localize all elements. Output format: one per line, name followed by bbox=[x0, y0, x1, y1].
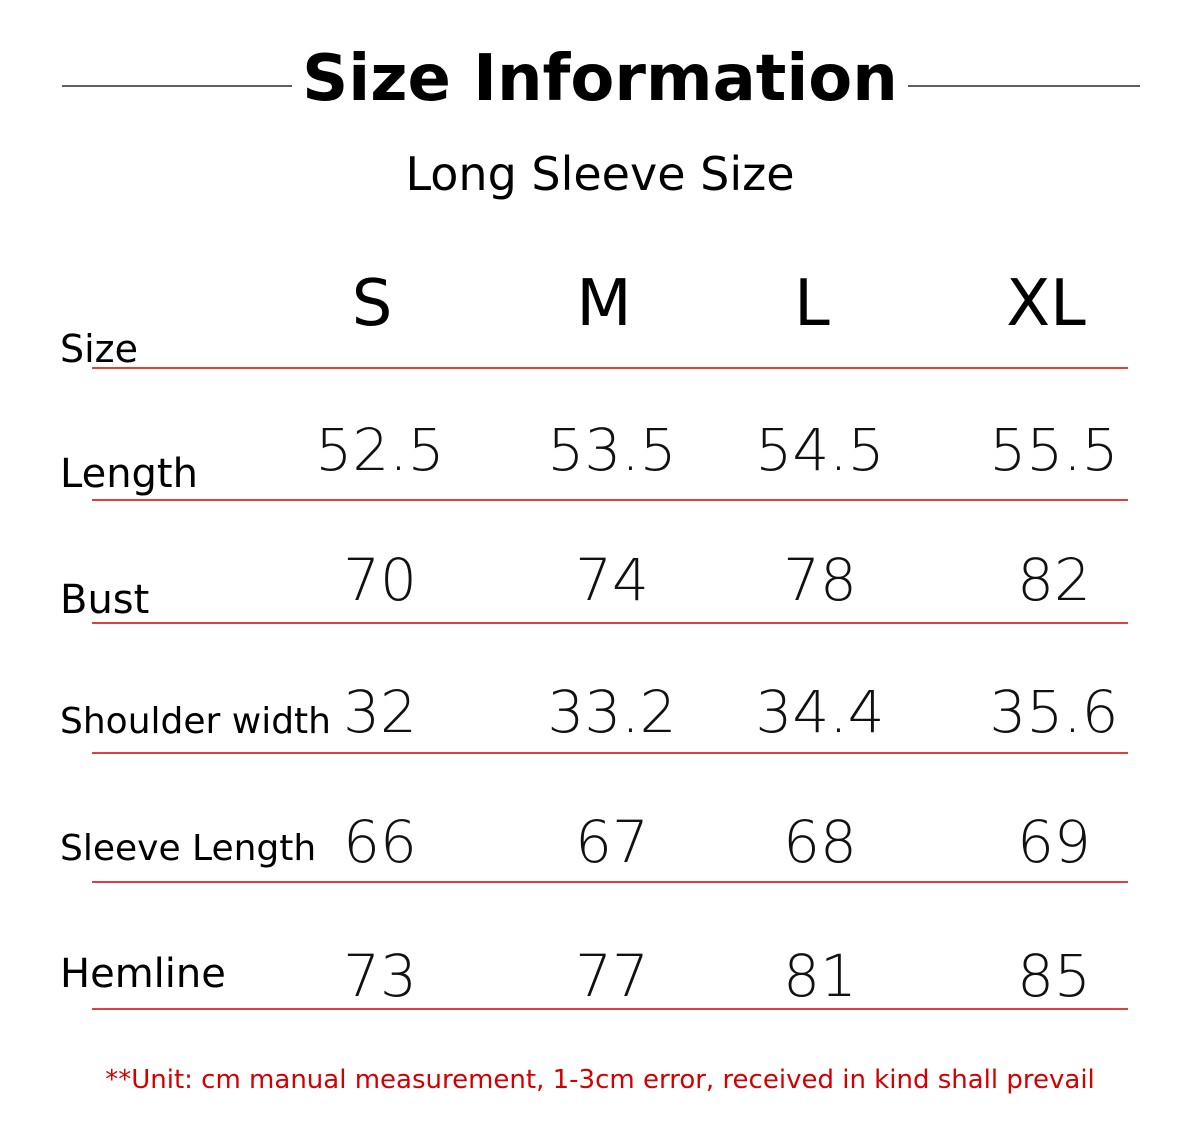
cell-value: 73 bbox=[343, 942, 417, 1010]
cell-value: 52.5 bbox=[315, 416, 444, 484]
cell-value: 66 bbox=[343, 808, 417, 876]
subtitle: Long Sleeve Size bbox=[405, 147, 794, 201]
cell-value: 55.5 bbox=[989, 416, 1118, 484]
cell-value: 53.5 bbox=[547, 416, 676, 484]
row-label: Hemline bbox=[60, 951, 226, 997]
cell-value: 34.4 bbox=[755, 678, 884, 746]
row-label: Shoulder width bbox=[60, 701, 331, 742]
cell-value: 78 bbox=[783, 546, 857, 614]
cell-value: 33.2 bbox=[547, 678, 676, 746]
cell-value: 54.5 bbox=[755, 416, 884, 484]
cell-value: 70 bbox=[343, 546, 417, 614]
cell-value: 82 bbox=[1017, 546, 1091, 614]
cell-value: 85 bbox=[1017, 942, 1091, 1010]
row-label: Size bbox=[60, 327, 138, 371]
cell-value: 69 bbox=[1017, 808, 1091, 876]
row-label: Length bbox=[60, 451, 198, 497]
row-label: Sleeve Length bbox=[60, 828, 316, 869]
cell-value: 32 bbox=[343, 678, 417, 746]
cell-value: 35.6 bbox=[989, 678, 1118, 746]
size-header: M bbox=[576, 267, 631, 341]
cell-value: 81 bbox=[783, 942, 857, 1010]
size-header: S bbox=[352, 267, 393, 341]
size-header: XL bbox=[1006, 267, 1086, 341]
row-label: Bust bbox=[60, 577, 149, 623]
cell-value: 74 bbox=[575, 546, 649, 614]
cell-value: 77 bbox=[575, 942, 649, 1010]
note: **Unit: cm manual measurement, 1-3cm err… bbox=[105, 1065, 1095, 1095]
title: Size Information bbox=[302, 42, 898, 116]
size-header: L bbox=[794, 267, 830, 341]
cell-value: 67 bbox=[575, 808, 649, 876]
cell-value: 68 bbox=[783, 808, 857, 876]
